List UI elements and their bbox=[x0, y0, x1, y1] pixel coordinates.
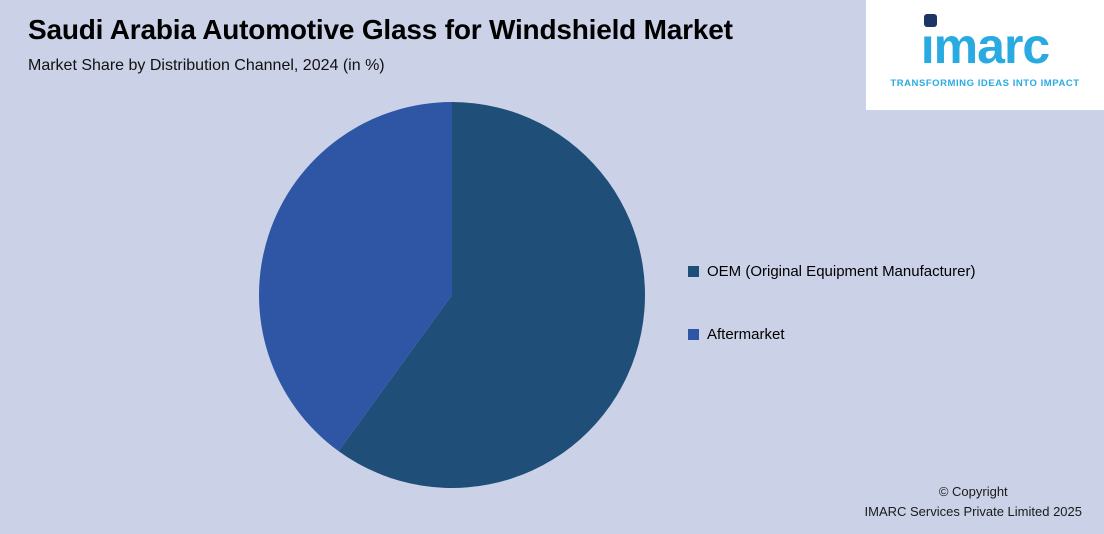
copyright-line1: © Copyright bbox=[938, 483, 1008, 499]
pie-slice-oem bbox=[338, 102, 646, 489]
page-title: Saudi Arabia Automotive Glass for Windsh… bbox=[28, 14, 733, 45]
imarc-logo-tagline: TRANSFORMING IDEAS INTO IMPACT bbox=[890, 78, 1080, 89]
legend-swatch-icon bbox=[688, 329, 699, 340]
imarc-logo-wordmark: ımarc bbox=[920, 14, 1050, 74]
chart-legend: OEM (Original Equipment Manufacturer) Aft… bbox=[688, 263, 975, 343]
legend-label: OEM (Original Equipment Manufacturer) bbox=[707, 263, 976, 280]
copyright: © Copyright IMARC Services Private Limit… bbox=[865, 482, 1082, 522]
legend-swatch-icon bbox=[688, 266, 699, 277]
pie-chart bbox=[257, 100, 647, 490]
legend-item: Aftermarket bbox=[688, 326, 975, 343]
imarc-logo-text: ımarc bbox=[920, 18, 1050, 74]
pie-chart-svg bbox=[259, 102, 646, 489]
imarc-logo-dot-icon bbox=[923, 14, 937, 27]
legend-label: Aftermarket bbox=[707, 326, 785, 343]
pie-slice-aftermarket bbox=[259, 102, 452, 452]
legend-item: OEM (Original Equipment Manufacturer) bbox=[688, 263, 975, 280]
page-subtitle: Market Share by Distribution Channel, 20… bbox=[28, 57, 385, 74]
imarc-logo: ımarc TRANSFORMING IDEAS INTO IMPACT bbox=[866, 0, 1104, 110]
copyright-line2: IMARC Services Private Limited 2025 bbox=[864, 503, 1082, 519]
